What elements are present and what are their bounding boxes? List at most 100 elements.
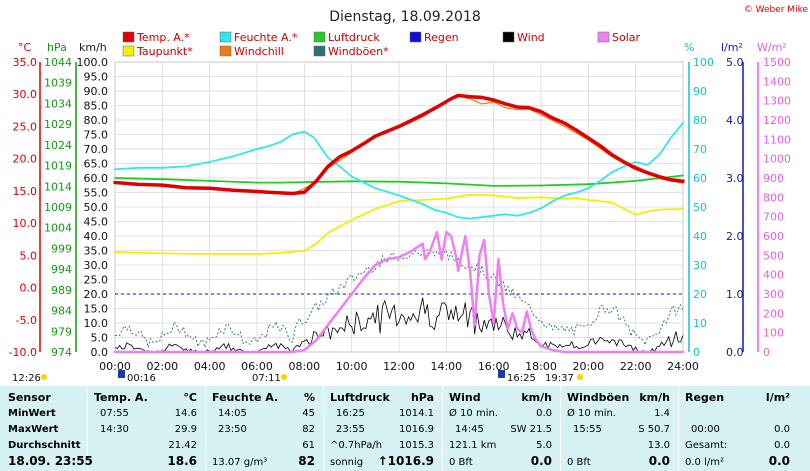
series-temp-a- [113, 93, 685, 196]
speed-tick-11: 45.0 [84, 216, 109, 229]
x-tick-11: 22:00 [620, 360, 652, 373]
pressure-tick-3: 1029 [44, 118, 72, 131]
rain-tick-4: 1.0 [726, 288, 744, 301]
humidity-tick-4: 60 [693, 172, 707, 185]
temp-tick-0: 35.0 [13, 56, 38, 69]
x-tick-10: 20:00 [572, 360, 604, 373]
header-sensor: Sensor [8, 391, 51, 404]
temp-tick-3: 20.0 [13, 153, 38, 166]
wind-current-value: 0.0 [530, 454, 552, 468]
row-label-max: MaxWert [8, 424, 59, 435]
solar-tick-15: 0 [763, 346, 770, 359]
legend-label-0: Temp. A.* [136, 31, 190, 44]
forecast-text: sonnig [330, 457, 364, 468]
wind-avg-value: 5.0 [536, 440, 552, 451]
pressure-tick-1: 1039 [44, 77, 72, 90]
gust-avg-label: Ø 10 min. [567, 408, 616, 419]
temp-tick-6: 5.0 [20, 249, 38, 262]
humidity-tick-7: 30 [693, 259, 707, 272]
solar-tick-2: 1300 [763, 95, 791, 108]
series-taupunkt- [114, 193, 684, 255]
solar-tick-13: 200 [763, 307, 784, 320]
legend-swatch-6 [122, 45, 135, 57]
pressure-tick-7: 1009 [44, 201, 72, 214]
gust-avg10-value: 1.4 [654, 408, 670, 419]
temp-tick-4: 15.0 [13, 185, 38, 198]
sunrise-icon [281, 374, 287, 380]
marker-sunrise: 07:11 [252, 373, 281, 384]
sensor-column: Sensor MinWert MaxWert Durchschnitt 18.0… [0, 386, 93, 471]
rain-total-value: 0.0 [774, 440, 790, 451]
solar-tick-14: 100 [763, 327, 784, 340]
legend-label-8: Windböen* [328, 45, 389, 58]
wind-avg-label: Ø 10 min. [449, 408, 498, 419]
marker-sunset: 19:37 [545, 373, 574, 384]
legend-label-4: Wind [517, 31, 545, 44]
humidity-tick-9: 10 [693, 317, 707, 330]
header-wind: Wind [449, 391, 481, 404]
rain-tick-2: 3.0 [726, 172, 744, 185]
speed-tick-6: 70.0 [84, 143, 109, 156]
unit-solar-axis: W/m² [757, 41, 787, 54]
legend-swatch-2 [313, 31, 326, 43]
humidity-tick-1: 90 [693, 85, 707, 98]
speed-tick-10: 50.0 [84, 201, 109, 214]
legend-label-2: Luftdruck [328, 31, 380, 44]
sun-icon [41, 374, 47, 380]
gust-column: Windböen km/h Ø 10 min. 1.4 15:55 S 50.7… [561, 386, 678, 471]
unit-pressure-axis: hPa [47, 41, 67, 54]
copyright: © Weber Mike [744, 5, 809, 15]
speed-tick-19: 5.0 [91, 332, 109, 345]
speed-tick-0: 100.0 [77, 56, 109, 69]
pressure-min-time: 16:25 [336, 408, 365, 419]
pressure-trend: ^0.7hPa/h [330, 440, 383, 451]
legend-label-7: Windchill [234, 45, 284, 58]
solar-tick-7: 800 [763, 191, 784, 204]
speed-tick-1: 95.0 [84, 71, 109, 84]
temp-column: Temp. A. °C 07:55 14.6 14:30 29.9 21.42 … [88, 386, 205, 471]
wind-avg10-value: 0.0 [536, 408, 552, 419]
series-luftdruck [114, 174, 684, 187]
legend-swatch-1 [219, 31, 232, 43]
pressure-tick-11: 989 [51, 284, 72, 297]
x-tick-8: 16:00 [478, 360, 510, 373]
rain-tick-1: 4.0 [726, 114, 744, 127]
pressure-max-value: 1016.9 [399, 424, 434, 435]
x-tick-4: 08:00 [288, 360, 320, 373]
unit-pressure: hPa [410, 391, 434, 404]
pressure-tick-12: 984 [51, 305, 72, 318]
unit-speed-axis: km/h [79, 41, 107, 54]
marker-pressure-min: 16:25 [507, 373, 536, 384]
x-tick-5: 10:00 [336, 360, 368, 373]
header-humidity: Feuchte A. [212, 391, 279, 404]
speed-tick-13: 35.0 [84, 245, 109, 258]
temp-avg-value: 21.42 [168, 440, 197, 451]
speed-tick-18: 10.0 [84, 317, 109, 330]
legend-swatch-7 [219, 45, 232, 57]
row-label-min: MinWert [8, 408, 56, 419]
rain-current-value: 0.0 [768, 454, 790, 468]
pressure-tick-9: 999 [51, 242, 72, 255]
gust-beaufort: 0 Bft [567, 457, 591, 468]
wind-column: Wind km/h Ø 10 min. 0.0 14:45 SW 21.5 12… [443, 386, 560, 471]
pressure-tick-6: 1014 [44, 180, 72, 193]
humidity-current-value: 82 [298, 454, 315, 468]
pressure-tick-10: 994 [51, 263, 72, 276]
header-temp: Temp. A. [94, 391, 148, 404]
speed-tick-7: 65.0 [84, 158, 109, 171]
legend-swatch-4 [502, 31, 515, 43]
gust-avg-value: 13.0 [647, 440, 670, 451]
temp-tick-1: 30.0 [13, 88, 38, 101]
pressure-tick-5: 1019 [44, 160, 72, 173]
x-tick-12: 24:00 [667, 360, 699, 373]
unit-gust: km/h [639, 391, 670, 404]
unit-wind: km/h [521, 391, 552, 404]
rain-max-time: 00:00 [691, 424, 720, 435]
unit-rain-axis: l/m² [721, 41, 743, 54]
speed-tick-8: 60.0 [84, 172, 109, 185]
wind-max-time: 14:45 [455, 424, 484, 435]
header-pressure: Luftdruck [330, 391, 390, 404]
legend-swatch-5 [597, 31, 610, 43]
solar-tick-10: 500 [763, 249, 784, 262]
gust-max-value: S 50.7 [638, 424, 670, 435]
